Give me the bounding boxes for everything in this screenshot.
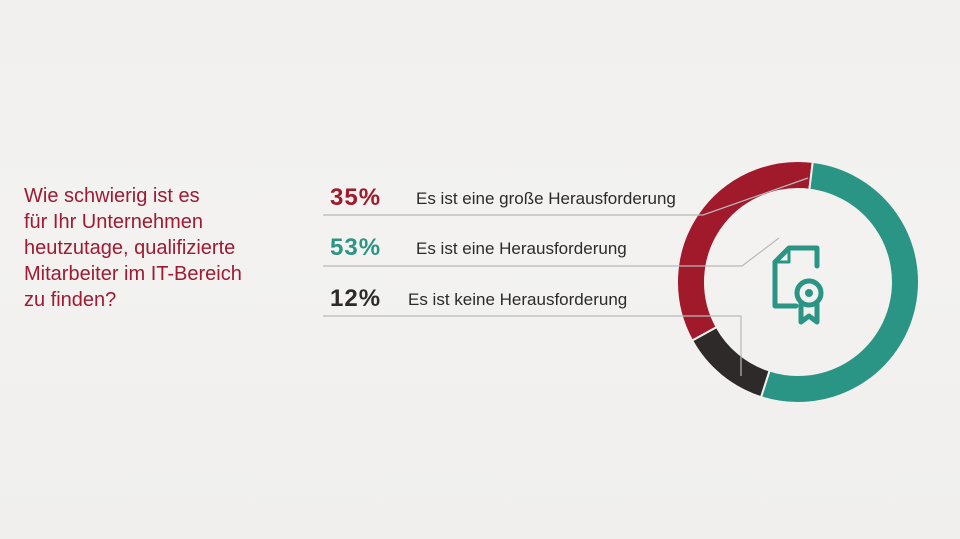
leader-line-no-challenge <box>323 315 742 376</box>
leader-lines <box>323 177 809 376</box>
donut-slices <box>676 160 920 404</box>
donut-slice-no-challenge <box>690 325 771 399</box>
leader-line-great-challenge <box>323 177 809 216</box>
leader-line-challenge <box>323 237 780 267</box>
legend-label: Es ist eine Herausforderung <box>416 239 627 258</box>
legend-label: Es ist keine Herausforderung <box>408 290 628 309</box>
legend-percent: 12% <box>330 285 382 312</box>
certificate-document-icon <box>772 245 824 325</box>
donut-slice-challenge <box>759 160 920 404</box>
legend-percent: 53% <box>330 234 382 261</box>
question-line: Mitarbeiter im IT-Bereich <box>24 263 242 285</box>
question-text: Wie schwierig ist es für Ihr Unternehmen… <box>24 183 304 313</box>
legend-label: Es ist eine große Herausforderung <box>416 189 676 208</box>
question-line: zu finden? <box>24 289 117 311</box>
legend-percent: 35% <box>330 184 382 211</box>
question-line: heutzutage, qualifizierte <box>24 237 236 259</box>
question-line: für Ihr Unternehmen <box>24 211 203 233</box>
donut-slice-great-challenge <box>676 160 814 343</box>
question-line: Wie schwierig ist es <box>24 185 200 207</box>
